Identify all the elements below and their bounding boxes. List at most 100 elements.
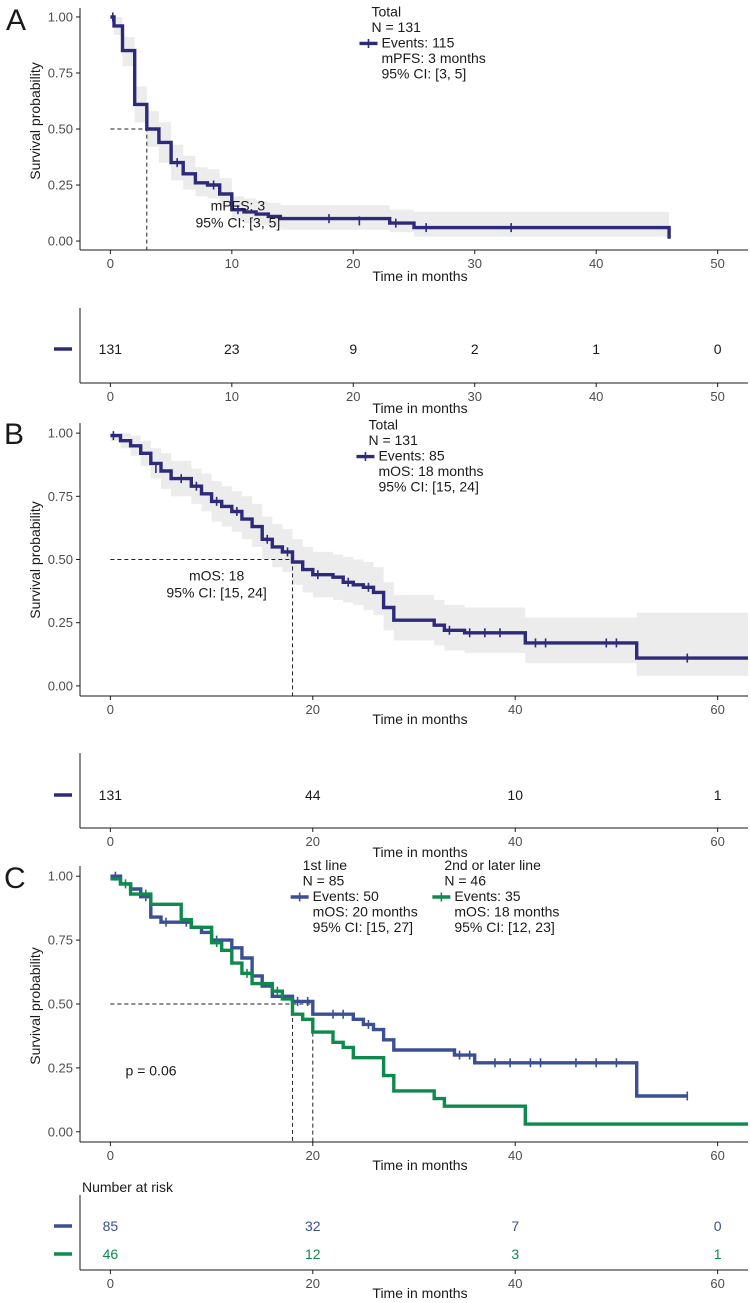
legend-text: N = 131 — [368, 432, 418, 448]
x-tick-label: 0 — [107, 256, 114, 271]
risk-x-tick-label: 60 — [710, 1276, 724, 1291]
y-tick-label: 0.25 — [48, 178, 73, 193]
legend-text: mOS: 18 months — [454, 904, 559, 920]
panel-a-risk-xlabel: Time in months — [372, 400, 467, 416]
y-tick-label: 1.00 — [48, 9, 73, 24]
legend-text: 95% CI: [12, 23] — [454, 919, 554, 935]
risk-x-tick-label: 60 — [710, 834, 724, 849]
risk-count: 3 — [511, 1246, 519, 1262]
panel-a-ylabel: Survival probability — [27, 62, 43, 180]
risk-count: 85 — [103, 1218, 119, 1234]
legend-text: Events: 115 — [381, 34, 454, 50]
risk-x-tick-label: 20 — [346, 389, 360, 404]
panel-c-survival-plot: 0.00 0.25 0.50 0.75 1.00 0 20 40 60 p = 0.06 1st l… — [48, 857, 748, 1163]
legend-text: 95% CI: [15, 27] — [313, 919, 413, 935]
legend-text: 2nd or later line — [444, 857, 541, 873]
risk-count: 131 — [99, 787, 123, 803]
survival-curve-total — [110, 15, 671, 239]
legend-text: mOS: 20 months — [313, 904, 418, 920]
legend-text: 95% CI: [15, 24] — [378, 479, 478, 495]
x-tick-label: 0 — [107, 702, 114, 717]
panel-c: C Survival probability 0.00 0.25 0.50 0.75 1… — [4, 857, 748, 1301]
median-annotation-text: 95% CI: [3, 5] — [195, 215, 280, 231]
risk-count: 46 — [103, 1246, 119, 1262]
panel-c-label: C — [4, 862, 26, 895]
x-tick-label: 20 — [306, 702, 320, 717]
panel-b-xlabel: Time in months — [372, 711, 467, 727]
risk-x-tick-label: 30 — [467, 389, 481, 404]
panel-b-ylabel: Survival probability — [27, 501, 43, 619]
median-annotation-text: 95% CI: [15, 24] — [166, 584, 266, 600]
x-tick-label: 20 — [346, 256, 360, 271]
y-tick-label: 0.50 — [48, 997, 73, 1012]
risk-count: 12 — [305, 1246, 321, 1262]
y-tick-label: 0.25 — [48, 615, 73, 630]
risk-count: 9 — [349, 341, 357, 357]
risk-x-tick-label: 0 — [107, 389, 114, 404]
risk-count: 0 — [714, 341, 722, 357]
risk-x-tick-label: 40 — [508, 1276, 522, 1291]
x-tick-label: 0 — [107, 1148, 114, 1163]
panel-a-label: A — [6, 4, 26, 37]
median-annotation-text: mOS: 18 — [189, 567, 244, 583]
legend-text: N = 131 — [371, 19, 421, 35]
x-tick-label: 30 — [467, 256, 481, 271]
risk-x-tick-label: 0 — [107, 1276, 114, 1291]
panel-c-risk-xlabel: Time in months — [372, 1285, 467, 1301]
legend-text: Events: 50 — [313, 888, 379, 904]
panel-b: B Survival probability 0.00 0.25 0.50 0.75 1… — [4, 417, 748, 860]
x-tick-label: 60 — [710, 1148, 724, 1163]
y-tick-label: 0.50 — [48, 122, 73, 137]
risk-x-tick-label: 10 — [225, 389, 239, 404]
risk-x-tick-label: 20 — [306, 834, 320, 849]
median-dashed-line — [110, 1003, 314, 1142]
panel-a-xlabel: Time in months — [372, 268, 467, 284]
legend-text: Events: 35 — [454, 888, 520, 904]
risk-x-tick-label: 50 — [710, 389, 724, 404]
x-tick-label: 60 — [710, 702, 724, 717]
y-tick-label: 0.25 — [48, 1060, 73, 1075]
legend-text: Events: 85 — [378, 448, 444, 464]
risk-count: 1 — [714, 787, 722, 803]
y-tick-label: 0.50 — [48, 552, 73, 567]
panel-b-label: B — [4, 418, 24, 451]
survival-curve-first-line — [110, 874, 688, 1098]
median-annotation-text: mPFS: 3 — [211, 198, 266, 214]
risk-x-tick-label: 0 — [107, 834, 114, 849]
risk-count: 2 — [471, 341, 479, 357]
risk-x-tick-label: 40 — [589, 389, 603, 404]
panel-c-xlabel: Time in months — [372, 1157, 467, 1173]
x-tick-label: 20 — [306, 1148, 320, 1163]
risk-x-tick-label: 20 — [306, 1276, 320, 1291]
risk-count: 32 — [305, 1218, 321, 1234]
legend-text: 95% CI: [3, 5] — [381, 65, 466, 81]
y-tick-label: 0.75 — [48, 65, 73, 80]
legend-text: Total — [368, 417, 398, 433]
panel-b-risk-xlabel: Time in months — [372, 844, 467, 860]
panel-b-risk-table: 0 20 40 60 131 44 10 1 — [54, 753, 748, 849]
panel-c-risk-table: 0 20 40 60 85 32 7 0 46 12 3 1 — [54, 1195, 748, 1291]
legend-text: Total — [371, 3, 401, 19]
median-dashed-line — [110, 128, 148, 250]
x-tick-label: 50 — [710, 256, 724, 271]
confidence-band — [110, 433, 748, 676]
risk-count: 131 — [99, 341, 123, 357]
risk-count: 44 — [305, 787, 321, 803]
y-tick-label: 0.00 — [48, 678, 73, 693]
y-tick-label: 0.00 — [48, 234, 73, 249]
legend-text: mOS: 18 months — [378, 463, 483, 479]
legend-text: mPFS: 3 months — [381, 50, 485, 66]
x-tick-label: 40 — [508, 702, 522, 717]
risk-count: 10 — [507, 787, 523, 803]
risk-count: 1 — [714, 1246, 722, 1262]
y-tick-label: 1.00 — [48, 426, 73, 441]
survival-curve-second-line — [110, 877, 748, 1126]
legend-text: N = 46 — [444, 873, 486, 889]
risk-x-tick-label: 40 — [508, 834, 522, 849]
x-tick-label: 40 — [589, 256, 603, 271]
legend-text: 1st line — [303, 857, 348, 873]
legend-text: N = 85 — [303, 873, 345, 889]
p-value-text: p = 0.06 — [126, 1063, 177, 1079]
